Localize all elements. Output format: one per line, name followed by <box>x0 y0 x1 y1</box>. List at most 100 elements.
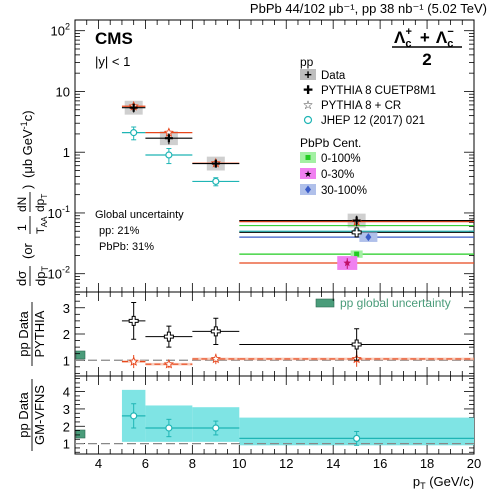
circle-icon <box>303 115 313 125</box>
x-axis-ticks: 4 6 8 10 12 14 16 18 20 <box>74 20 481 471</box>
y-tick-label: 10-2 <box>48 265 70 282</box>
svg-text:PbPb Cent.: PbPb Cent. <box>300 136 361 150</box>
svg-text:PYTHIA: PYTHIA <box>32 310 47 357</box>
global-uncertainty-note: Global uncertainty pp: 21% PbPb: 31% <box>95 209 184 253</box>
svg-text:pp: 21%: pp: 21% <box>99 225 140 237</box>
legend-pbpb: PbPb Cent. 0-100% ★ 0-30% 30-100% <box>300 136 367 197</box>
legend-pp: pp + Data ✚ PYTHIA 8 CUETP8M1 ☆ PYTHIA 8… <box>300 55 436 127</box>
jhep-marker <box>165 151 173 159</box>
jhep-marker <box>212 177 220 186</box>
y-tick-label: 2 <box>63 327 70 342</box>
x-tick-label: 4 <box>95 456 102 471</box>
svg-text:PYTHIA 8 + CR: PYTHIA 8 + CR <box>321 100 401 112</box>
svg-text:(or: (or <box>20 242 35 259</box>
cms-label: CMS <box>95 29 133 48</box>
svg-text:30-100%: 30-100% <box>321 185 367 197</box>
legend-0-30-entry: ★ 0-30% <box>300 168 354 181</box>
svg-text:pp: pp <box>300 55 314 69</box>
mid-marks <box>75 302 474 369</box>
svg-text:0-100%: 0-100% <box>321 153 361 165</box>
svg-text:Λc++Λc−: Λc+ + Λc− <box>394 26 454 50</box>
svg-text:0-30%: 0-30% <box>321 169 354 181</box>
particle-label: Λc+ + Λc− 2 <box>392 26 462 69</box>
svg-text:pp Data: pp Data <box>16 391 31 437</box>
bot-jhep-marker <box>353 434 361 442</box>
legend-jhep-entry: JHEP 12 (2017) 021 <box>303 115 425 127</box>
y-tick-label: 10-1 <box>48 204 70 221</box>
svg-text:JHEP 12 (2017) 021: JHEP 12 (2017) 021 <box>321 115 425 127</box>
cross-section-panel: CMS |y| < 1 Λc+ + Λc− 2 pp + Data ✚ PYTHIA… <box>14 19 475 293</box>
legend-pythia-cr-entry: ☆ PYTHIA 8 + CR <box>303 98 402 112</box>
x-tick-label: 18 <box>420 456 434 471</box>
pbpb-30-100-marker <box>365 233 372 242</box>
diamond-icon <box>305 185 311 194</box>
y-tick-label: 1 <box>63 353 70 368</box>
plus-icon: + <box>304 67 312 82</box>
x-tick-label: 10 <box>232 456 246 471</box>
data-marker <box>164 134 173 143</box>
svg-text:Data: Data <box>321 70 346 82</box>
svg-text:PbPb: 31%: PbPb: 31% <box>99 241 154 253</box>
mid-pythia-marker <box>163 331 174 342</box>
svg-text:pp Data: pp Data <box>16 310 31 356</box>
square-icon <box>305 155 311 160</box>
y-tick-label: 3 <box>63 402 70 417</box>
svg-text:(μb GeV-1c): (μb GeV-1c) <box>19 110 35 178</box>
mid-pythia-marker <box>128 315 139 326</box>
svg-text:Global uncertainty: Global uncertainty <box>95 209 184 221</box>
pp-global-uncertainty-legend: pp global uncertainty <box>315 296 451 310</box>
mid-pythia-marker <box>210 326 221 337</box>
mid-cr-marker <box>128 356 139 366</box>
data-marker <box>129 103 138 112</box>
x-tick-label: 16 <box>373 456 387 471</box>
svg-text:dσ: dσ <box>14 271 29 286</box>
top-y-axis-label: dσ dpT (or 1 TAA dN dpT ) (μb GeV-1c) <box>14 110 50 286</box>
y-tick-label: 10 <box>56 84 70 99</box>
legend-data-entry: + Data <box>300 67 346 82</box>
legend-30-100-entry: 30-100% <box>300 184 367 197</box>
legend-pythia-entry: ✚ PYTHIA 8 CUETP8M1 <box>303 83 436 97</box>
lumi-label: PbPb 44/102 μb⁻¹, pp 38 nb⁻¹ (5.02 TeV) <box>250 1 487 16</box>
data-marker <box>352 216 361 225</box>
mid-y-axis-label: pp Data PYTHIA <box>16 302 47 366</box>
bot-jhep-marker <box>130 412 138 420</box>
open-cross-icon: ✚ <box>303 83 313 97</box>
svg-text:1: 1 <box>15 224 29 231</box>
rapidity-label: |y| < 1 <box>95 54 130 69</box>
star-icon: ★ <box>304 169 312 179</box>
svg-text:dpT: dpT <box>33 194 49 212</box>
svg-text:2: 2 <box>422 50 431 69</box>
bot-jhep-marker <box>212 424 220 432</box>
x-axis-label: pT (GeV/c) <box>413 474 474 490</box>
mid-cr-marker <box>163 358 174 369</box>
x-tick-label: 8 <box>189 456 196 471</box>
mid-pythia-marker <box>351 339 362 350</box>
svg-text:GM-VFNS: GM-VFNS <box>32 385 47 445</box>
svg-text:PYTHIA 8 CUETP8M1: PYTHIA 8 CUETP8M1 <box>321 85 436 97</box>
jhep-marker <box>130 129 138 137</box>
pythia-marker <box>351 227 362 238</box>
mid-global-box <box>75 350 86 360</box>
x-tick-label: 6 <box>142 456 149 471</box>
y-tick-label: 1 <box>63 145 70 160</box>
legend-0-100-entry: 0-100% <box>300 152 361 165</box>
bot-marks <box>75 389 474 446</box>
svg-text:dpT: dpT <box>33 266 50 286</box>
svg-text:TAA: TAA <box>35 216 49 234</box>
svg-text:pp global uncertainty: pp global uncertainty <box>340 296 451 310</box>
top-marks <box>121 100 474 270</box>
y-tick-label: 3 <box>63 301 70 316</box>
y-tick-label: 102 <box>51 22 70 39</box>
bot-jhep-marker <box>165 424 173 432</box>
data-marker <box>211 159 220 168</box>
star-icon: ☆ <box>303 98 314 112</box>
ratio-gmvfns-panel: 1 2 3 4 pp Data GM-VFNS <box>16 375 475 455</box>
pbpb-0-100-marker <box>354 251 360 257</box>
bot-y-axis-label: pp Data GM-VFNS <box>16 379 47 451</box>
svg-text:dN: dN <box>15 197 29 212</box>
x-tick-label: 12 <box>279 456 293 471</box>
y-tick-label: 4 <box>63 385 70 400</box>
mid-y-ticks: 1 2 3 <box>63 294 474 374</box>
y-tick-label: 1 <box>63 437 70 452</box>
